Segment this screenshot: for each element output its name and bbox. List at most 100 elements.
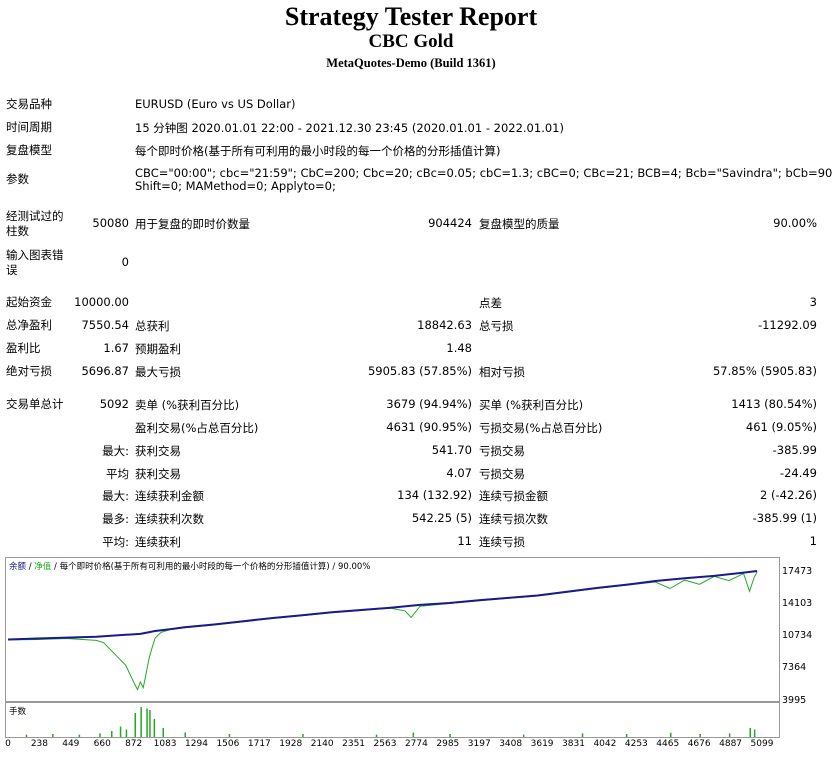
x-tick-label: 2774: [404, 739, 428, 749]
errors-label: 输入图表错 误: [6, 248, 90, 278]
spread-value: 3: [809, 295, 817, 309]
server-build: MetaQuotes-Demo (Build 1361): [326, 56, 496, 70]
volume-bar: [153, 719, 156, 737]
max-cons-profit-count-value: 542.25 (5): [411, 511, 472, 525]
avg-cons-profit-value: 11: [457, 534, 472, 548]
max-cons-profit-amount-label: 连续获利金额: [135, 489, 204, 503]
volume-bar: [149, 710, 151, 737]
company-name: CBC Gold: [368, 31, 454, 52]
quality-label: 复盘模型的质量: [479, 217, 560, 231]
period-label: 时间周期: [6, 120, 52, 134]
average-loss-label: 亏损交易: [479, 467, 525, 481]
parameters-label: 参数: [6, 172, 29, 186]
x-tick-label: 449: [62, 739, 80, 749]
max-cons-profit-count-label: 连续获利次数: [135, 512, 204, 526]
x-tick-label: 1506: [216, 739, 240, 749]
legend-sep1: /: [28, 562, 35, 572]
y-tick-label: 10734: [782, 630, 813, 641]
volume-bar: [184, 732, 186, 737]
x-tick-label: 5099: [750, 739, 774, 749]
x-tick-label: 2140: [310, 739, 334, 749]
total-trades-value: 5092: [99, 397, 129, 411]
loss-trades-value: 461 (9.05%): [745, 420, 817, 434]
x-tick-label: 660: [93, 739, 111, 749]
bars-label-line1: 经测试过的: [6, 209, 64, 223]
avg-cons-prefix: 平均:: [102, 535, 129, 549]
largest-loss-value: -385.99: [772, 443, 817, 457]
volume-svg: [25, 707, 756, 737]
gross-loss-value: -11292.09: [757, 318, 817, 332]
gross-profit-label: 总获利: [135, 319, 170, 333]
profit-trades-label: 盈利交易(%占总百分比): [135, 421, 259, 435]
x-tick-label: 3408: [499, 739, 523, 749]
short-trades-value: 3679 (94.94%): [386, 397, 472, 411]
volume-bar: [140, 707, 142, 737]
net-profit-label: 总净盈利: [6, 318, 52, 332]
largest-prefix: 最大:: [102, 444, 129, 458]
total-trades-label: 交易单总计: [6, 397, 64, 411]
volume-bar: [699, 734, 701, 737]
volume-bar: [522, 734, 525, 737]
x-tick-label: 0: [5, 739, 11, 749]
chart-legend: 余额 / 净值 / 每个即时价格(基于所有可利用的最小时段的每一个价格的分形插值…: [9, 560, 370, 572]
errors-label-line2: 误: [6, 263, 18, 277]
volume-bar: [228, 734, 231, 737]
average-prefix: 平均: [106, 467, 129, 481]
x-tick-label: 2563: [373, 739, 397, 749]
max-cons-amount-prefix: 最大:: [102, 489, 129, 503]
x-tick-label: 1928: [279, 739, 303, 749]
volume-bar: [162, 728, 164, 737]
abs-drawdown-label: 绝对亏损: [6, 364, 52, 378]
parameters-value-line2: Shift=0; MAMethod=0; Applyto=0;: [135, 179, 336, 193]
spread-label: 点差: [479, 296, 502, 310]
x-tick-label: 238: [30, 739, 48, 749]
x-tick-label: 2351: [342, 739, 366, 749]
expected-payoff-label: 预期盈利: [135, 342, 181, 356]
balance-equity-chart: 余额 / 净值 / 每个即时价格(基于所有可利用的最小时段的每一个价格的分形插值…: [5, 557, 780, 702]
model-value: 每个即时价格(基于所有可利用的最小时段的每一个价格的分形插值计算): [135, 144, 501, 158]
volume-bar: [581, 733, 584, 737]
abs-drawdown-value: 5696.87: [81, 364, 129, 378]
x-tick-label: 2985: [436, 739, 460, 749]
average-profit-label: 获利交易: [135, 467, 181, 481]
volume-bar: [302, 734, 304, 737]
legend-text: 每个即时价格(基于所有可利用的最小时段的每一个价格的分形插值计算) / 90.0…: [59, 562, 371, 572]
volume-bar: [99, 733, 101, 737]
bars-label: 经测试过的 柱数: [6, 209, 90, 239]
x-tick-label: 3831: [562, 739, 585, 749]
y-tick-label: 14103: [782, 598, 813, 609]
volume-chart: 手数: [5, 702, 780, 738]
expected-payoff-value: 1.48: [446, 341, 472, 355]
max-cons-loss-amount-value: 2 (-42.26): [759, 488, 817, 502]
volume-bar: [753, 729, 756, 737]
legend-balance: 余额: [9, 562, 27, 572]
symbol-label: 交易品种: [6, 97, 52, 111]
avg-cons-loss-label: 连续亏损: [479, 535, 525, 549]
legend-equity: 净值: [34, 562, 52, 572]
loss-trades-label: 亏损交易(%占总百分比): [479, 421, 603, 435]
report-title: Strategy Tester Report: [284, 2, 538, 31]
legend-sep2: /: [54, 562, 60, 572]
x-tick-label: 1083: [153, 739, 177, 749]
bars-label-line2: 柱数: [6, 224, 29, 238]
volume-bar: [78, 734, 81, 737]
average-profit-value: 4.07: [446, 466, 472, 480]
x-tick-label: 1294: [185, 739, 208, 749]
volume-label: 手数: [9, 707, 27, 717]
parameters-value-line1: CBC="00:00"; cbc="21:59"; CbC=200; Cbc=2…: [135, 166, 832, 180]
x-tick-label: 3197: [467, 739, 491, 749]
volume-bar: [134, 713, 136, 737]
x-tick-label: 4042: [593, 739, 617, 749]
volume-bar: [449, 734, 451, 737]
max-cons-loss-amount-label: 连续亏损金额: [479, 489, 548, 503]
volume-bar: [670, 732, 672, 737]
ticks-value: 904424: [428, 216, 472, 230]
largest-profit-value: 541.70: [431, 443, 472, 457]
initial-deposit-label: 起始资金: [6, 295, 52, 309]
max-drawdown-value: 5905.83 (57.85%): [367, 364, 472, 378]
volume-bar: [728, 733, 731, 737]
bars-value: 50080: [92, 216, 129, 230]
max-cons-loss-count-value: -385.99 (1): [752, 511, 817, 525]
volume-bar: [119, 726, 122, 737]
long-trades-label: 买单 (%获利百分比): [479, 398, 584, 412]
